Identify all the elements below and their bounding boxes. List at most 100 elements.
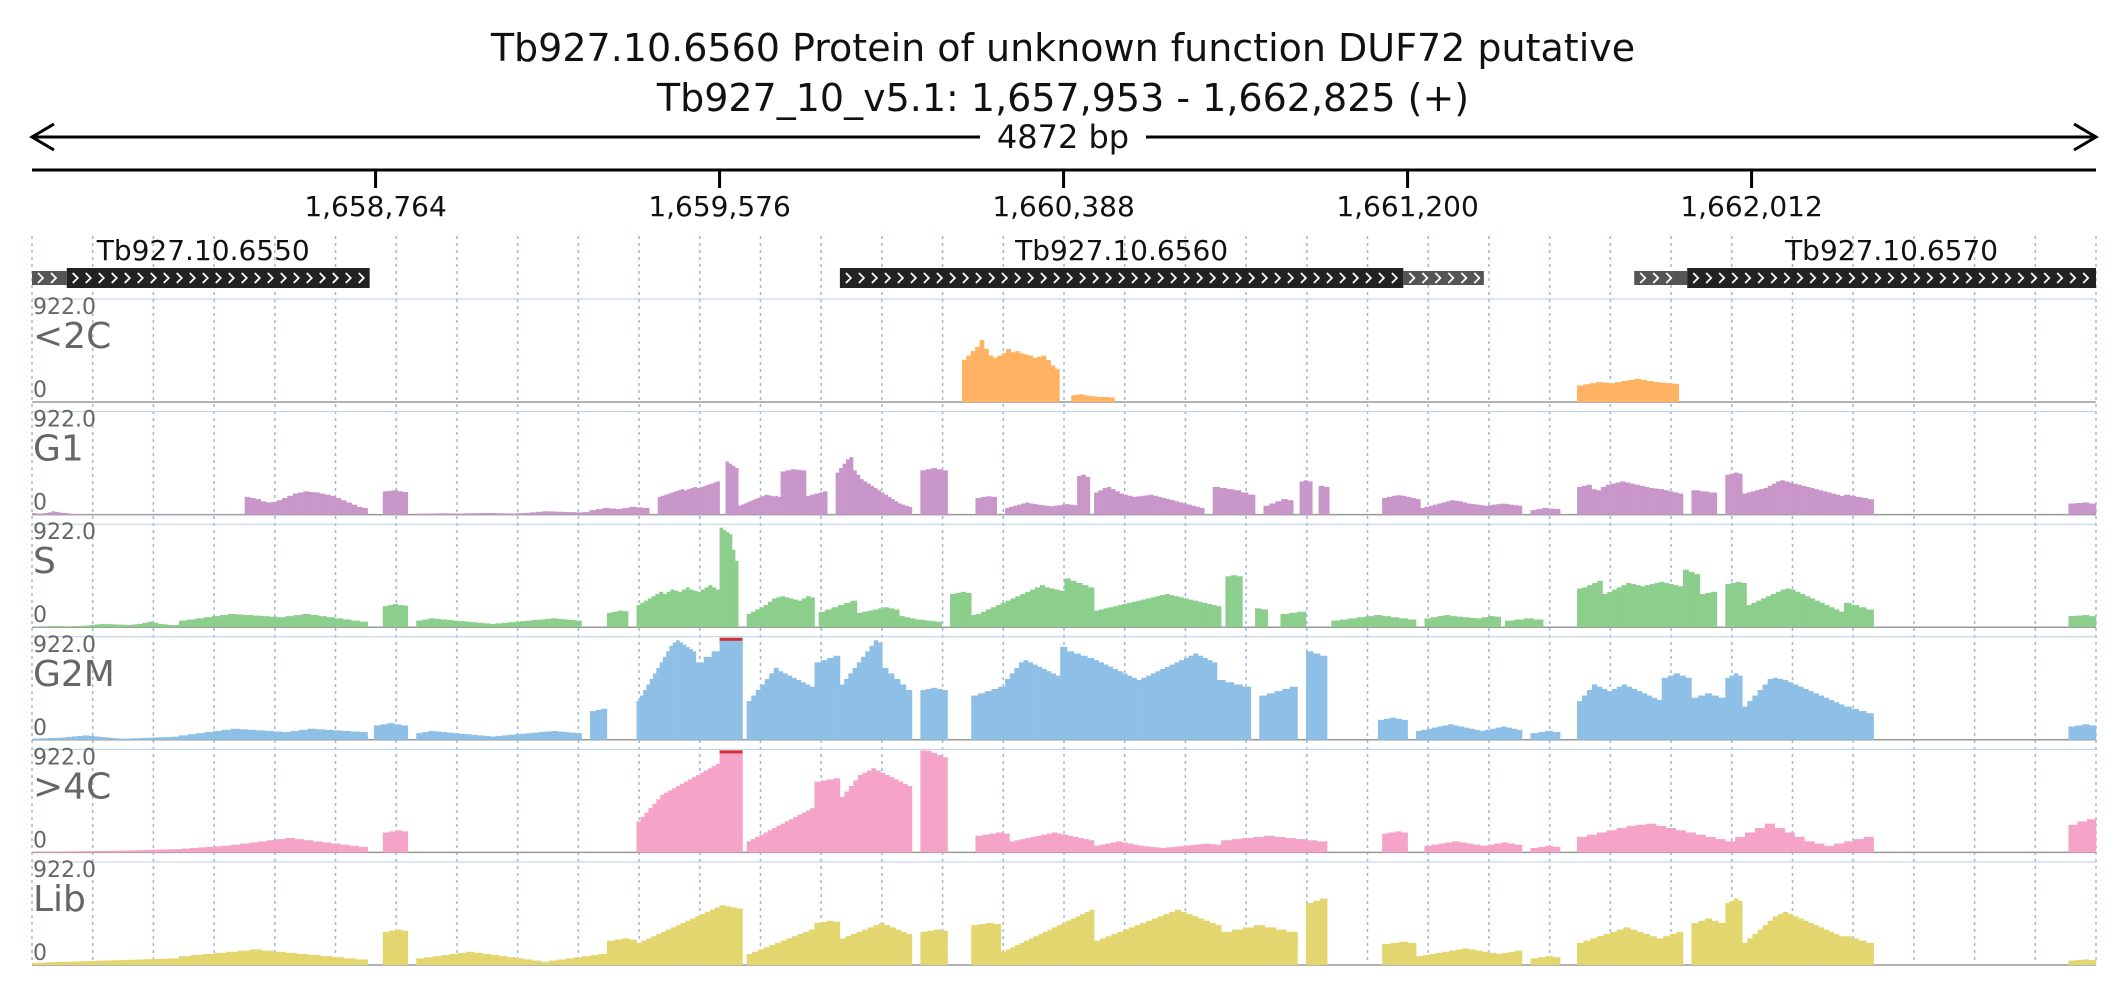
coverage-bar: [1452, 841, 1460, 853]
coverage-bar: [1495, 727, 1502, 740]
coverage-bar: [1394, 831, 1402, 853]
coverage-bar: [1649, 936, 1657, 965]
coverage-bar: [1843, 602, 1852, 628]
strand-chevrons: [1639, 272, 1673, 284]
coverage-bar: [1772, 916, 1779, 965]
coverage-bar: [341, 730, 351, 740]
coverage-bar: [676, 640, 680, 740]
coverage-bar: [532, 960, 541, 965]
coverage-bar: [65, 737, 72, 740]
coverage-bar: [655, 594, 660, 628]
coverage-bar: [814, 662, 822, 740]
coverage-bar: [971, 925, 979, 965]
coverage-bar: [482, 953, 492, 965]
coverage-bar: [389, 930, 396, 965]
coverage-bar: [801, 812, 807, 853]
coverage-bar: [1193, 844, 1200, 853]
coverage-bar: [163, 514, 170, 515]
coverage-bar: [1071, 395, 1076, 402]
coverage-bar: [556, 511, 564, 515]
coverage-bar: [1656, 938, 1664, 965]
coverage-bar: [32, 738, 38, 740]
coverage-bar: [1596, 686, 1603, 740]
coverage-bar: [1084, 395, 1089, 402]
coverage-bar: [499, 956, 508, 965]
coverage-bar: [1843, 936, 1852, 965]
coverage-bar: [1839, 611, 1845, 628]
coverage-bar: [1586, 484, 1592, 515]
coverage-bar: [1492, 504, 1497, 515]
coverage-bar: [898, 503, 902, 515]
coverage-bar: [1524, 618, 1534, 628]
coverage-bar: [1396, 495, 1402, 515]
coverage-bar: [298, 729, 308, 740]
coverage-bar: [1805, 486, 1811, 515]
coverage-bar: [998, 686, 1006, 740]
coverage-bar: [790, 469, 797, 515]
coverage-bar: [636, 821, 641, 853]
coverage-bar: [1240, 492, 1249, 515]
coverage-bar: [1066, 920, 1072, 965]
coverage-bar: [67, 513, 72, 515]
coverage-bar: [1473, 844, 1481, 853]
gene-label: Tb927.10.6550: [96, 234, 310, 267]
coverage-bar: [849, 457, 854, 515]
coverage-bar: [1274, 836, 1286, 853]
coverage-bar: [1263, 835, 1275, 853]
coverage-bar: [848, 786, 854, 853]
coverage-bar: [1623, 927, 1631, 965]
coverage-bar: [1259, 695, 1268, 740]
coverage-bar: [2089, 616, 2097, 628]
coverage-bar: [489, 512, 497, 515]
coverage-bar: [1767, 678, 1774, 740]
coverage-bar: [644, 600, 649, 628]
coverage-bar: [709, 909, 715, 965]
coverage-bar: [1672, 383, 1680, 402]
coverage-bar: [1287, 500, 1294, 515]
ruler-ticks: 1,658,764 1,659,576 1,660,388 1,661,200 1,66…: [304, 170, 1823, 223]
coverage-bar: [1475, 618, 1483, 628]
coverage-bar: [250, 498, 256, 515]
coverage-bar: [228, 613, 237, 628]
coverage-bar: [582, 956, 591, 965]
coverage-bar: [1663, 936, 1671, 965]
coverage-bar: [1793, 684, 1799, 740]
coverage-bar: [651, 596, 656, 628]
coverage-bar: [649, 678, 654, 740]
coverage-bar: [1030, 836, 1037, 853]
coverage-bar: [1416, 956, 1423, 965]
coverage-bar: [920, 620, 926, 628]
coverage-bar: [1019, 353, 1025, 402]
coverage-bar: [1013, 505, 1018, 515]
coverage-bar: [856, 474, 861, 515]
coverage-bar: [397, 491, 404, 515]
coverage-bar: [1146, 920, 1153, 965]
coverage-bar: [1611, 589, 1617, 628]
coverage-bar: [1192, 600, 1198, 628]
coverage-bar: [685, 646, 690, 740]
coverage-bar: [621, 938, 630, 965]
coverage-bar: [1000, 951, 1006, 965]
coverage-bar: [60, 961, 68, 965]
coverage-bar: [1331, 620, 1341, 628]
coverage-bar: [276, 500, 283, 515]
coverage-bar: [41, 513, 46, 515]
coverage-bar: [1831, 493, 1836, 515]
coverage-bar: [64, 512, 69, 515]
coverage-bar: [825, 609, 832, 628]
coverage-bar: [449, 513, 457, 515]
coverage-bar: [1019, 839, 1026, 853]
coverage-bar: [880, 772, 886, 853]
coverage-bar: [991, 496, 997, 515]
coverage-bar: [1401, 719, 1408, 740]
coverage-bar: [680, 783, 685, 853]
coverage-bar: [1742, 493, 1747, 515]
coverage-bar: [55, 851, 64, 853]
coverage-bar: [422, 619, 429, 628]
coverage-bar: [639, 695, 644, 740]
coverage-bar: [1537, 732, 1546, 740]
coverage-bar: [1646, 823, 1657, 853]
coverage-bar: [1005, 949, 1011, 965]
coverage-bar: [139, 738, 146, 740]
